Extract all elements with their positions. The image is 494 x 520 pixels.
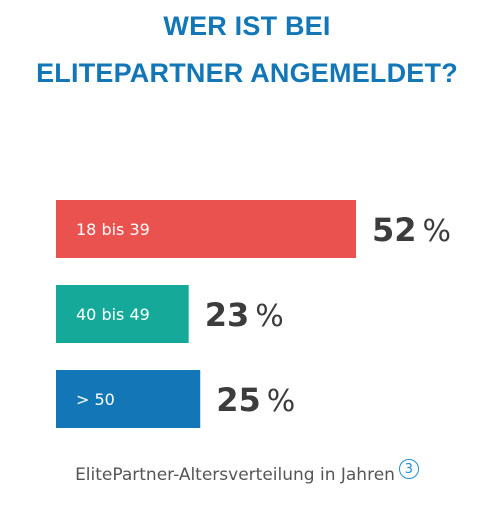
caption-text: ElitePartner-Altersverteilung in Jahren — [75, 465, 395, 485]
bar-value-label-2: 23% — [205, 296, 284, 334]
bar-category-label-1: 18 bis 39 — [76, 220, 150, 239]
bar-category-label-2: 40 bis 49 — [76, 305, 150, 324]
bar-value-label-1: 52% — [372, 211, 451, 249]
bar-1 — [56, 200, 356, 258]
footnote-reference-badge[interactable]: 3 — [398, 459, 419, 479]
chart-title-line-1: WER IST BEI — [163, 11, 331, 41]
bar-2 — [56, 285, 189, 343]
bar-value-label-3: 25% — [216, 381, 295, 419]
chart-title-line-2: ELITEPARTNER ANGEMELDET? — [36, 58, 458, 88]
chart-caption: ElitePartner-Altersverteilung in Jahren 3 — [0, 459, 494, 485]
bar-category-label-3: > 50 — [76, 390, 115, 409]
bar-3 — [56, 370, 201, 428]
